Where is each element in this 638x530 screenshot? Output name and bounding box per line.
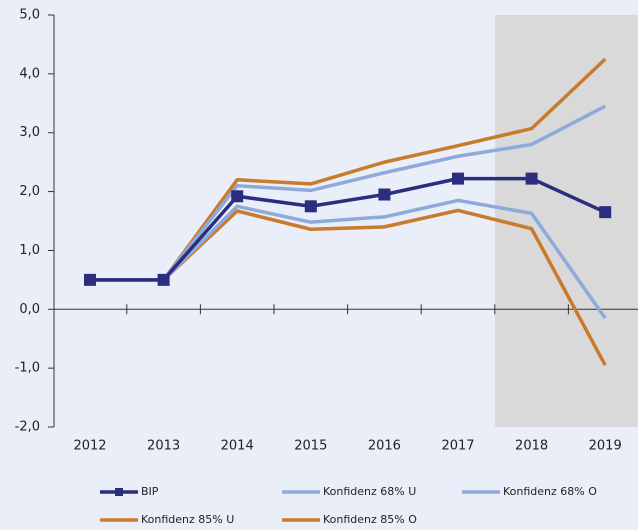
y-tick-label: 1,0 <box>19 243 40 258</box>
marker <box>452 172 464 185</box>
y-tick-label: -1,0 <box>15 361 40 376</box>
x-tick-label: 2017 <box>441 439 474 454</box>
legend-label: Konfidenz 68% O <box>503 485 597 498</box>
y-tick-label: 0,0 <box>19 302 40 317</box>
marker <box>157 273 170 286</box>
legend-label: Konfidenz 85% O <box>323 513 417 526</box>
x-tick-label: 2016 <box>368 439 401 454</box>
y-tick-label: -2,0 <box>15 420 40 435</box>
legend-label: BIP <box>141 485 159 498</box>
y-tick-label: 2,0 <box>19 184 40 199</box>
x-tick-label: 2012 <box>73 439 106 454</box>
x-tick-label: 2015 <box>294 439 327 454</box>
line <box>90 176 606 282</box>
y-tick-label: 4,0 <box>19 66 40 81</box>
marker <box>378 188 391 201</box>
x-tick-label: 2013 <box>147 439 180 454</box>
forecast-shade <box>495 15 638 427</box>
marker <box>84 273 96 286</box>
marker <box>525 172 538 185</box>
marker <box>304 200 317 213</box>
legend-marker <box>115 488 123 496</box>
y-tick-label: 3,0 <box>19 125 40 140</box>
marker <box>231 190 244 203</box>
legend-label: Konfidenz 85% U <box>141 513 234 526</box>
x-tick-label: 2014 <box>221 439 254 454</box>
marker <box>599 206 612 219</box>
legend-label: Konfidenz 68% U <box>323 485 416 498</box>
y-tick-label: 5,0 <box>19 8 40 23</box>
x-tick-label: 2019 <box>589 439 622 454</box>
x-tick-label: 2018 <box>515 439 548 454</box>
